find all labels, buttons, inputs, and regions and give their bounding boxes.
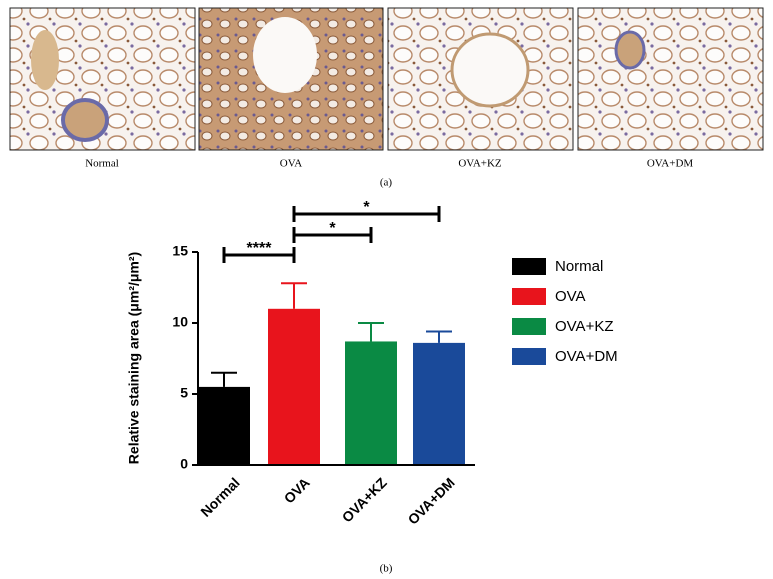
bar <box>268 308 320 465</box>
bar <box>413 342 465 465</box>
x-tick-label: OVA <box>281 474 313 506</box>
airway <box>450 32 530 108</box>
caption: OVA <box>280 158 302 170</box>
vessel <box>614 30 646 70</box>
legend-label: OVA <box>555 288 586 305</box>
panel-label: (a) <box>380 177 393 189</box>
y-tick-label: 15 <box>172 243 188 259</box>
y-tick-label: 5 <box>180 385 188 401</box>
vessel <box>61 98 109 142</box>
y-tick-label: 0 <box>180 456 188 472</box>
x-tick-label: Normal <box>197 474 242 519</box>
legend-swatch <box>512 348 546 365</box>
legend-swatch <box>512 258 546 275</box>
caption: OVA+DM <box>647 158 694 170</box>
y-tick-label: 10 <box>172 314 188 330</box>
y-axis-label: Relative staining area (μm²/μm²) <box>126 252 142 464</box>
vessel <box>31 30 59 90</box>
legend-label: Normal <box>555 258 603 275</box>
legend-swatch <box>512 288 546 305</box>
image-row <box>9 7 764 151</box>
bar <box>198 386 250 465</box>
panel-label: (b) <box>380 563 393 575</box>
sig-label: **** <box>247 240 273 257</box>
airway <box>253 17 317 93</box>
legend-label: OVA+KZ <box>555 318 614 335</box>
caption: OVA+KZ <box>458 158 502 170</box>
micrograph <box>577 7 764 151</box>
bar <box>345 341 397 465</box>
x-tick-label: OVA+DM <box>405 474 458 527</box>
legend-swatch <box>512 318 546 335</box>
sig-label: * <box>363 199 370 216</box>
x-tick-label: OVA+KZ <box>339 474 390 525</box>
legend-label: OVA+DM <box>555 348 618 365</box>
caption: Normal <box>85 158 119 170</box>
sig-label: * <box>329 220 336 237</box>
